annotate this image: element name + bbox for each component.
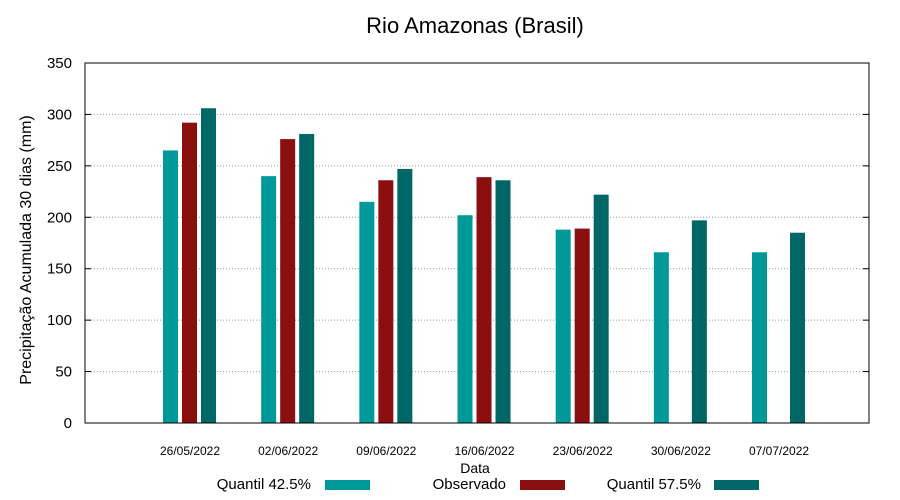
bar-observado [182, 122, 197, 424]
bar-observado [574, 228, 590, 423]
bar-quantil-57-5 [495, 180, 511, 423]
plot-frame [84, 62, 870, 424]
bar-quantil-57-5 [691, 220, 707, 423]
bar-quantil-42-5 [555, 229, 571, 423]
bar-quantil-57-5 [397, 168, 413, 423]
bar-quantil-42-5 [653, 252, 669, 423]
x-tick-label: 02/06/2022 [258, 444, 318, 458]
y-tick-label: 300 [47, 106, 72, 123]
bar-quantil-42-5 [752, 252, 768, 423]
y-axis-label: Precipitação Acumulada 30 dias (mm) [18, 115, 35, 384]
chart-title: Rio Amazonas (Brasil) [366, 13, 584, 38]
x-axis-ticks: 26/05/2022 02/06/2022 09/06/2022 16/06/2022… [160, 444, 809, 458]
bar-observado [378, 180, 394, 423]
legend-swatch [325, 480, 370, 490]
x-axis-label: Data [460, 460, 490, 476]
x-tick-label: 07/07/2022 [749, 444, 809, 458]
x-tick-label: 30/06/2022 [651, 444, 711, 458]
x-tick-label: 16/06/2022 [454, 444, 514, 458]
legend: Quantil 42.5% Observado Quantil 57.5% [217, 476, 759, 493]
y-tick-label: 200 [47, 209, 72, 226]
y-tick-label: 350 [47, 55, 72, 72]
y-tick-label: 0 [64, 415, 72, 432]
bar-observado [280, 139, 296, 423]
bar-quantil-57-5 [790, 232, 806, 423]
x-tick-label: 09/06/2022 [356, 444, 416, 458]
bar-quantil-57-5 [593, 194, 609, 423]
y-axis-ticks: 0 50 100 150 200 250 300 350 [47, 55, 869, 432]
y-tick-label: 50 [55, 364, 72, 381]
y-tick-label: 100 [47, 312, 72, 329]
bar-quantil-42-5 [457, 215, 473, 423]
x-tick-label: 26/05/2022 [160, 444, 220, 458]
bar-quantil-42-5 [261, 176, 277, 423]
legend-label: Observado [433, 476, 506, 493]
x-tick-label: 23/06/2022 [553, 444, 613, 458]
bar-quantil-57-5 [201, 108, 216, 423]
legend-label: Quantil 57.5% [607, 476, 701, 493]
bar-quantil-42-5 [163, 150, 178, 423]
legend-swatch [714, 480, 759, 490]
y-tick-label: 250 [47, 158, 72, 175]
bars [163, 108, 806, 424]
bar-quantil-42-5 [359, 201, 375, 423]
bar-quantil-57-5 [299, 133, 315, 423]
bar-observado [476, 177, 492, 423]
legend-label: Quantil 42.5% [217, 476, 311, 493]
legend-swatch [520, 480, 565, 490]
y-tick-label: 150 [47, 261, 72, 278]
